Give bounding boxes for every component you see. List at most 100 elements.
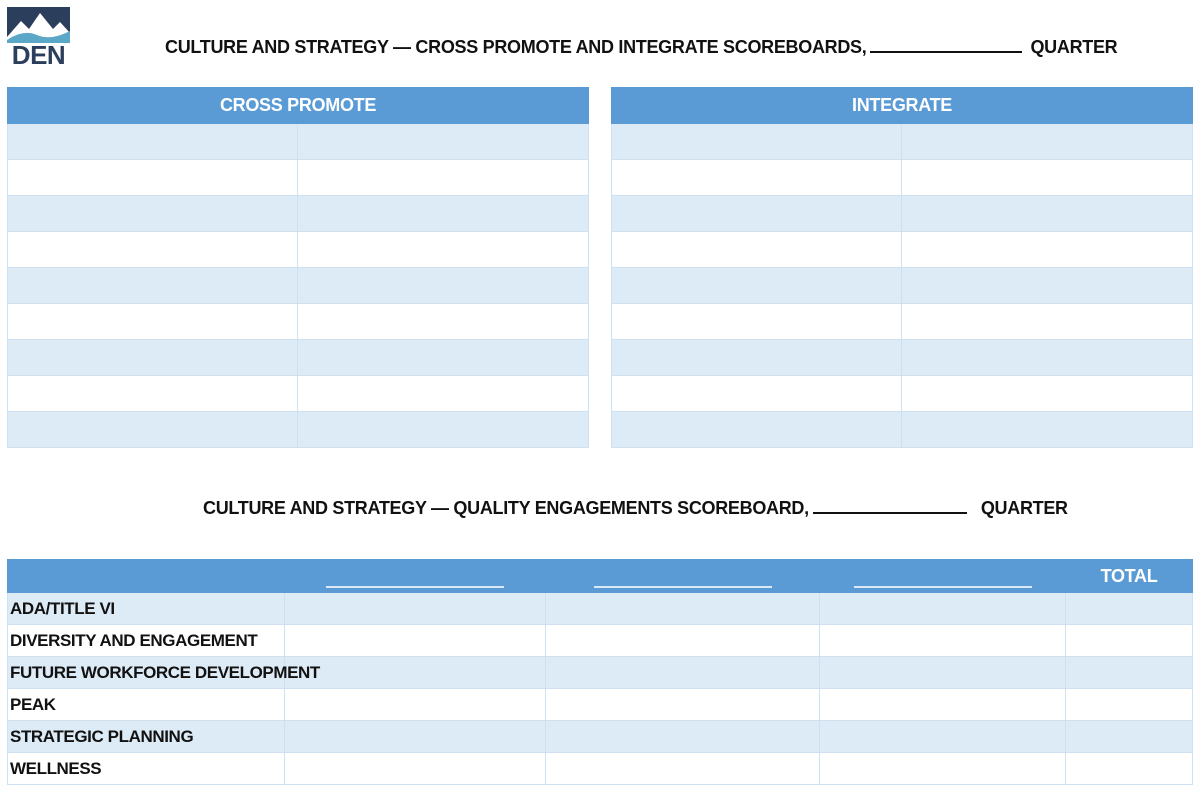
integrate-row bbox=[611, 159, 1193, 196]
integrate-cell[interactable] bbox=[901, 123, 1193, 160]
integrate-cell[interactable] bbox=[611, 159, 902, 196]
title-suffix: QUARTER bbox=[1030, 37, 1118, 57]
quality-cell[interactable] bbox=[819, 688, 1066, 721]
integrate-cell[interactable] bbox=[611, 123, 902, 160]
cross-promote-cell[interactable] bbox=[7, 159, 298, 196]
cross-promote-cell[interactable] bbox=[297, 195, 589, 232]
cross-promote-cell[interactable] bbox=[7, 411, 298, 448]
cross-promote-row bbox=[7, 411, 589, 448]
quality-column-blank-2[interactable] bbox=[545, 559, 820, 593]
page-title: CULTURE AND STRATEGY — CROSS PROMOTE AND… bbox=[165, 36, 1118, 58]
quality-title-prefix: CULTURE AND STRATEGY — QUALITY ENGAGEMEN… bbox=[203, 498, 809, 518]
quality-cell[interactable] bbox=[545, 592, 820, 625]
cross-promote-cell[interactable] bbox=[297, 411, 589, 448]
integrate-cell[interactable] bbox=[901, 195, 1193, 232]
quality-row: ADA/TITLE VI bbox=[7, 592, 1193, 625]
cross-promote-row bbox=[7, 267, 589, 304]
quality-row: DIVERSITY AND ENGAGEMENT bbox=[7, 624, 1193, 657]
quality-row-label: FUTURE WORKFORCE DEVELOPMENT bbox=[7, 656, 320, 689]
quality-cell[interactable] bbox=[284, 752, 546, 785]
integrate-cell[interactable] bbox=[901, 411, 1193, 448]
quality-row: STRATEGIC PLANNING bbox=[7, 720, 1193, 753]
quality-cell[interactable] bbox=[819, 720, 1066, 753]
quarter-blank-line[interactable] bbox=[870, 37, 1023, 53]
integrate-row bbox=[611, 339, 1193, 376]
integrate-row bbox=[611, 123, 1193, 160]
integrate-cell[interactable] bbox=[611, 195, 902, 232]
quality-row: PEAK bbox=[7, 688, 1193, 721]
cross-promote-cell[interactable] bbox=[7, 195, 298, 232]
quality-row-label: DIVERSITY AND ENGAGEMENT bbox=[7, 624, 285, 657]
cross-promote-cell[interactable] bbox=[297, 159, 589, 196]
quality-cell[interactable] bbox=[284, 688, 546, 721]
integrate-cell[interactable] bbox=[611, 231, 902, 268]
integrate-table: INTEGRATE bbox=[611, 87, 1193, 448]
mountain-logo-icon bbox=[7, 7, 70, 43]
quality-quarter-blank-line[interactable] bbox=[812, 498, 967, 514]
quality-cell[interactable] bbox=[545, 752, 820, 785]
quality-cell[interactable] bbox=[284, 624, 546, 657]
quality-total-cell[interactable] bbox=[1065, 624, 1193, 657]
integrate-cell[interactable] bbox=[901, 339, 1193, 376]
quality-total-cell[interactable] bbox=[1065, 720, 1193, 753]
cross-promote-cell[interactable] bbox=[7, 303, 298, 340]
cross-promote-cell[interactable] bbox=[7, 123, 298, 160]
quality-column-blank-1[interactable] bbox=[284, 559, 546, 593]
cross-promote-heading: CROSS PROMOTE bbox=[7, 87, 589, 124]
cross-promote-cell[interactable] bbox=[7, 231, 298, 268]
quality-column-blank-3[interactable] bbox=[819, 559, 1066, 593]
integrate-cell[interactable] bbox=[611, 267, 902, 304]
quality-cell[interactable] bbox=[819, 656, 1066, 689]
quality-title-suffix: QUARTER bbox=[980, 498, 1068, 518]
cross-promote-cell[interactable] bbox=[297, 303, 589, 340]
cross-promote-row bbox=[7, 123, 589, 160]
cross-promote-cell[interactable] bbox=[297, 339, 589, 376]
integrate-cell[interactable] bbox=[901, 375, 1193, 412]
den-logo: DEN bbox=[7, 7, 70, 69]
quality-row-label: PEAK bbox=[7, 688, 285, 721]
quality-cell[interactable] bbox=[545, 624, 820, 657]
cross-promote-row bbox=[7, 303, 589, 340]
integrate-cell[interactable] bbox=[901, 267, 1193, 304]
quality-total-cell[interactable] bbox=[1065, 752, 1193, 785]
cross-promote-cell[interactable] bbox=[297, 375, 589, 412]
quality-cell[interactable] bbox=[284, 656, 546, 689]
quality-cell[interactable] bbox=[284, 720, 546, 753]
cross-promote-cell[interactable] bbox=[297, 267, 589, 304]
quality-total-cell[interactable] bbox=[1065, 592, 1193, 625]
quality-cell[interactable] bbox=[819, 752, 1066, 785]
integrate-heading: INTEGRATE bbox=[611, 87, 1193, 124]
cross-promote-cell[interactable] bbox=[7, 267, 298, 304]
quality-total-cell[interactable] bbox=[1065, 688, 1193, 721]
integrate-row bbox=[611, 375, 1193, 412]
cross-promote-cell[interactable] bbox=[297, 231, 589, 268]
integrate-cell[interactable] bbox=[611, 375, 902, 412]
quality-total-cell[interactable] bbox=[1065, 656, 1193, 689]
integrate-cell[interactable] bbox=[611, 303, 902, 340]
integrate-cell[interactable] bbox=[901, 159, 1193, 196]
quality-cell[interactable] bbox=[819, 592, 1066, 625]
quality-cell[interactable] bbox=[545, 656, 820, 689]
cross-promote-cell[interactable] bbox=[7, 339, 298, 376]
cross-promote-cell[interactable] bbox=[7, 375, 298, 412]
cross-promote-cell[interactable] bbox=[297, 123, 589, 160]
cross-promote-row bbox=[7, 339, 589, 376]
integrate-cell[interactable] bbox=[901, 303, 1193, 340]
quality-cell[interactable] bbox=[545, 688, 820, 721]
quality-title: CULTURE AND STRATEGY — QUALITY ENGAGEMEN… bbox=[203, 497, 1068, 519]
integrate-cell[interactable] bbox=[611, 339, 902, 376]
quality-cell[interactable] bbox=[284, 592, 546, 625]
quality-engagements-table: TOTAL ADA/TITLE VI DIVERSITY AND ENGAGEME… bbox=[7, 559, 1193, 785]
integrate-cell[interactable] bbox=[611, 411, 902, 448]
quality-cell[interactable] bbox=[819, 624, 1066, 657]
quality-cell[interactable] bbox=[545, 720, 820, 753]
cross-promote-table: CROSS PROMOTE bbox=[7, 87, 589, 448]
integrate-row bbox=[611, 411, 1193, 448]
quality-row-label: STRATEGIC PLANNING bbox=[7, 720, 285, 753]
integrate-row bbox=[611, 303, 1193, 340]
quality-row: FUTURE WORKFORCE DEVELOPMENT bbox=[7, 656, 1193, 689]
quality-row-label: WELLNESS bbox=[7, 752, 285, 785]
title-prefix: CULTURE AND STRATEGY — CROSS PROMOTE AND… bbox=[165, 37, 867, 57]
cross-promote-row bbox=[7, 231, 589, 268]
integrate-cell[interactable] bbox=[901, 231, 1193, 268]
